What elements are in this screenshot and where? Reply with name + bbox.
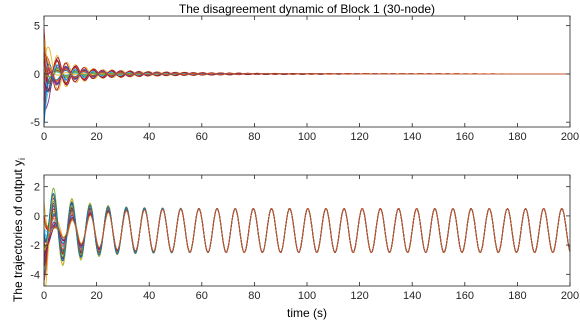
top-x-tick-label: 180 [508, 131, 526, 143]
top-x-tick-label: 200 [561, 131, 579, 143]
bottom-x-tick-label: 140 [403, 290, 421, 302]
top-series-lines [43, 28, 570, 126]
top-x-tick-label: 20 [90, 131, 102, 143]
bottom-x-axis-label: time (s) [287, 306, 327, 320]
bottom-y-tick-label: -4 [30, 269, 40, 281]
bottom-x-tick-label: 100 [298, 290, 316, 302]
top-y-tick-label: -5 [30, 117, 40, 129]
bottom-x-tick-label: 60 [196, 290, 208, 302]
bottom-x-tick-label: 0 [41, 290, 47, 302]
bottom-subplot: 0 20 40 60 80 100 120 140 160 180 200 -4 -2 0 2 time … [11, 158, 579, 320]
top-subplot: The disagreement dynamic of Block 1 (30-… [30, 2, 579, 143]
top-y-tick-label: 5 [34, 21, 40, 33]
bottom-y-tick-label: -2 [30, 240, 40, 252]
top-x-tick-label: 120 [350, 131, 368, 143]
bottom-y-axis-label: The trajectories of output yi [11, 158, 27, 302]
top-series-line [43, 67, 570, 84]
bottom-x-tick-label: 80 [248, 290, 260, 302]
top-chart-title: The disagreement dynamic of Block 1 (30-… [179, 2, 435, 16]
top-x-tick-label: 160 [456, 131, 474, 143]
bottom-x-tick-label: 200 [561, 290, 579, 302]
top-x-tick-label: 40 [143, 131, 155, 143]
top-y-ticks: -5 0 5 [30, 21, 570, 129]
bottom-y-tick-label: 0 [34, 211, 40, 223]
top-x-tick-label: 140 [403, 131, 421, 143]
bottom-x-tick-label: 160 [456, 290, 474, 302]
bottom-y-ticks: -4 -2 0 2 [30, 182, 570, 281]
bottom-series-lines [43, 187, 571, 287]
bottom-x-tick-label: 120 [350, 290, 368, 302]
top-x-tick-label: 0 [41, 131, 47, 143]
top-x-ticks: 0 20 40 60 80 100 120 140 160 180 200 [41, 16, 579, 143]
bottom-y-tick-label: 2 [34, 182, 40, 194]
bottom-series-line [43, 207, 571, 254]
bottom-x-tick-label: 20 [90, 290, 102, 302]
bottom-y-axis-label-subscript: i [17, 158, 27, 160]
top-x-tick-label: 80 [248, 131, 260, 143]
top-x-tick-label: 60 [196, 131, 208, 143]
bottom-x-ticks: 0 20 40 60 80 100 120 140 160 180 200 [41, 175, 579, 302]
bottom-x-tick-label: 40 [143, 290, 155, 302]
top-x-tick-label: 100 [298, 131, 316, 143]
bottom-y-axis-label-main: The trajectories of output y [11, 160, 25, 302]
bottom-plot-area [44, 175, 570, 286]
top-y-tick-label: 0 [34, 69, 40, 81]
bottom-x-tick-label: 180 [508, 290, 526, 302]
